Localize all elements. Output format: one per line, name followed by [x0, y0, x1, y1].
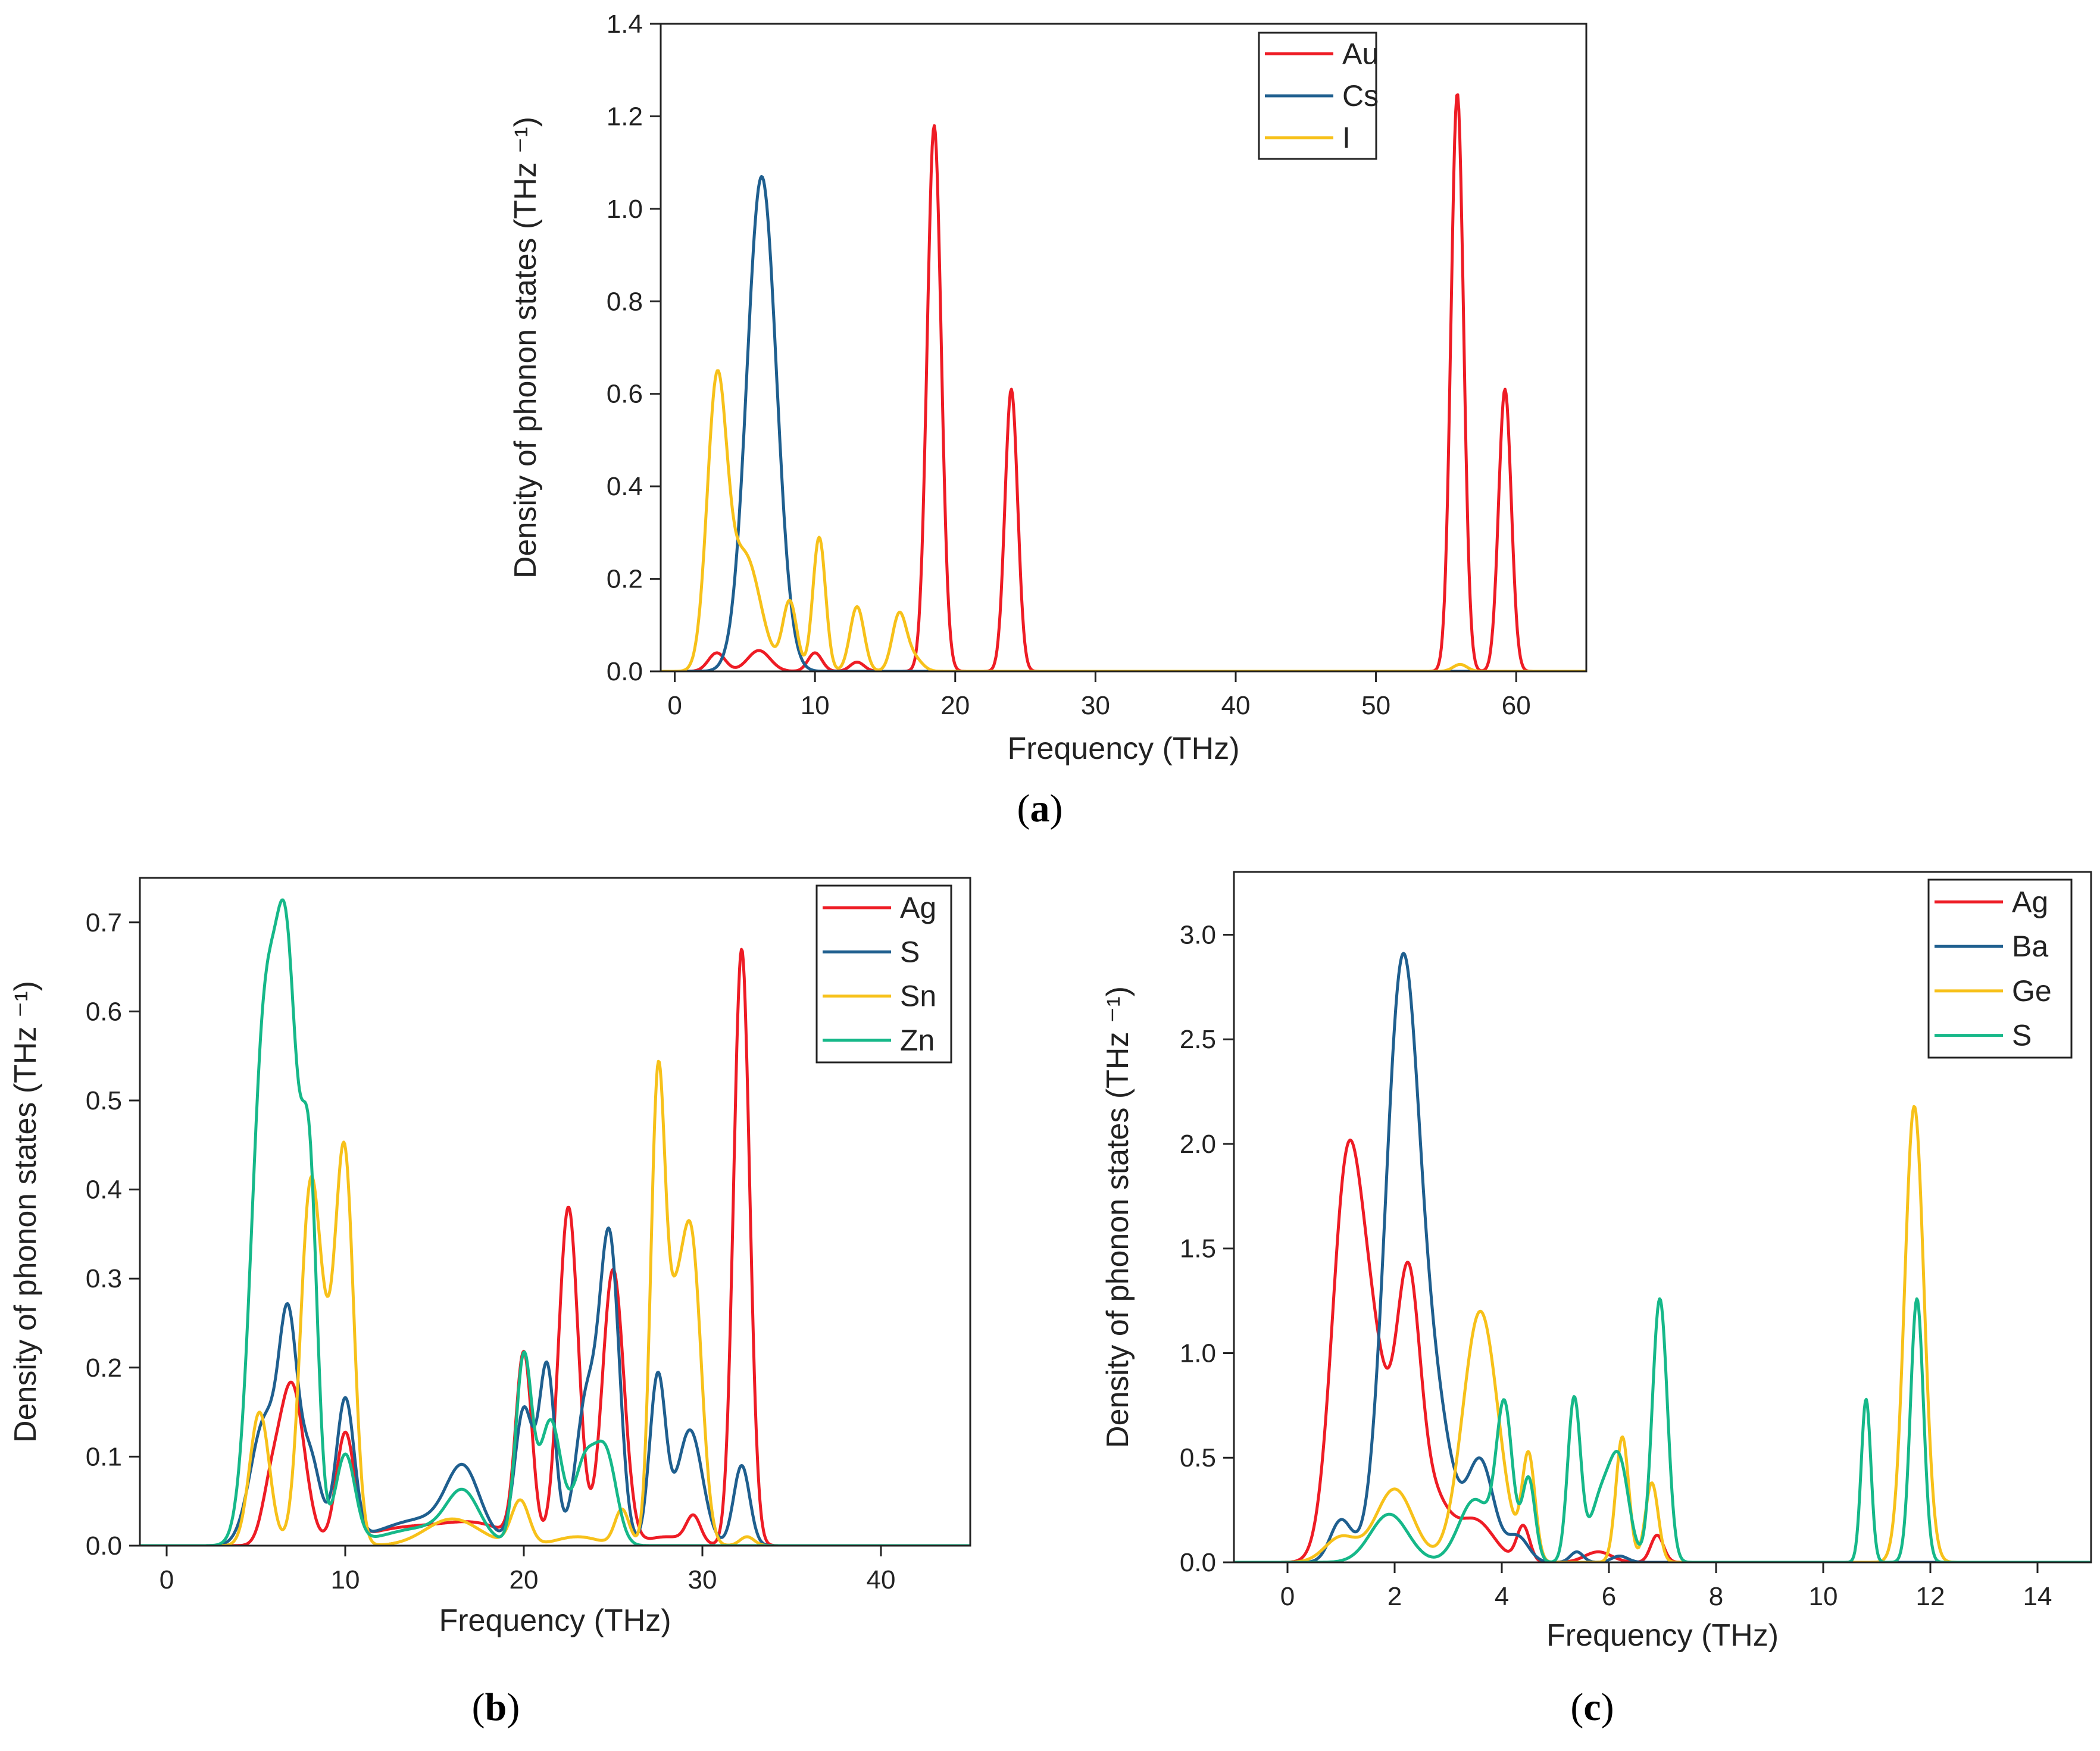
panel-c-legend-label-ba: Ba — [2012, 930, 2048, 963]
panel-b-x-tick-label: 20 — [510, 1565, 539, 1594]
panel-c-x-tick-label: 4 — [1495, 1582, 1509, 1611]
panel-a-y-tick-label: 1.4 — [607, 10, 643, 39]
panel-a-x-axis-title: Frequency (THz) — [1007, 731, 1239, 766]
panel-c-y-tick-label: 0.0 — [1180, 1548, 1216, 1577]
panel-c-x-tick-label: 12 — [1916, 1582, 1945, 1611]
panel-b-chart: 0 10 20 30 40 0.0 0.1 0.2 0.3 0.4 0.5 0.6 0.7 Frequen… — [8, 877, 971, 1729]
panel-a-series-au — [661, 93, 1586, 671]
panel-b-y-tick-label: 0.5 — [86, 1086, 122, 1115]
panel-b-y-axis-title: Density of phonon states (THz ⁻¹) — [8, 981, 43, 1443]
panel-c-legend — [1927, 878, 2073, 1059]
panel-b-y-tick-label: 0.3 — [86, 1264, 122, 1293]
panel-c-x-axis-title: Frequency (THz) — [1546, 1618, 1779, 1653]
panel-c-x-tick-label: 8 — [1709, 1582, 1723, 1611]
panel-a-y-tick-label: 0.2 — [607, 565, 643, 594]
panel-a-chart: 0 10 20 30 40 50 60 0.0 0.2 0.4 0.6 0.8 1.0 1.2 1.4 Fre… — [508, 10, 1588, 830]
panel-b-series-ag — [140, 948, 970, 1546]
panel-b-y-tick-label: 0.2 — [86, 1353, 122, 1383]
panel-b-x-tick-label: 10 — [331, 1565, 360, 1594]
panel-b-x-tick-label: 40 — [867, 1565, 896, 1594]
panel-b-y-tick-label: 0.7 — [86, 908, 122, 937]
panel-b-legend-label-zn: Zn — [900, 1024, 935, 1057]
panel-a-y-tick-label: 0.4 — [607, 472, 643, 501]
panel-a-x-tick-label: 50 — [1361, 691, 1390, 720]
panel-b-legend-label-sn: Sn — [900, 980, 936, 1013]
panel-c-x-tick-label: 14 — [2023, 1582, 2052, 1611]
panel-a-y-tick-label: 0.0 — [607, 657, 643, 686]
panel-c-legend-label-ag: Ag — [2012, 885, 2048, 918]
panel-a-y-tick-label: 0.8 — [607, 287, 643, 316]
panel-a-y-tick-label: 0.6 — [607, 380, 643, 409]
panel-a-x-tick-label: 30 — [1081, 691, 1110, 720]
panel-c-y-tick-label: 2.0 — [1180, 1130, 1216, 1159]
panel-b-series-sn — [140, 1059, 970, 1546]
panel-a-x-tick-label: 10 — [801, 691, 830, 720]
panel-b-y-tick-label: 0.6 — [86, 997, 122, 1026]
panel-b-series-zn — [140, 898, 970, 1546]
panel-c-series-s — [1234, 1297, 2091, 1562]
panel-c-y-tick-label: 0.5 — [1180, 1443, 1216, 1472]
panel-c-series-ag — [1234, 1139, 2091, 1562]
panel-c-y-tick-label: 1.0 — [1180, 1339, 1216, 1368]
panel-c-y-tick-label: 3.0 — [1180, 920, 1216, 949]
panel-a-series-cs — [661, 175, 1586, 671]
panel-c-y-tick-label: 1.5 — [1180, 1234, 1216, 1264]
panel-c-series-ba — [1234, 952, 2091, 1562]
panel-c-x-tick-label: 6 — [1602, 1582, 1616, 1611]
panel-a-y-tick-label: 1.0 — [607, 195, 643, 224]
panel-a-x-tick-label: 40 — [1221, 691, 1251, 720]
panel-b-legend-label-s: S — [900, 935, 920, 968]
panel-c-y-axis-title: Density of phonon states (THz ⁻¹) — [1101, 986, 1135, 1448]
panel-a-y-tick-label: 1.2 — [607, 102, 643, 131]
panel-b-legend — [815, 884, 952, 1064]
panel-b-axes-frame — [139, 877, 971, 1547]
panel-c-legend-label-s: S — [2012, 1019, 2032, 1052]
panel-b-x-tick-label: 30 — [688, 1565, 717, 1594]
panel-b-y-tick-label: 0.0 — [86, 1531, 122, 1561]
panel-a-legend-label-i: I — [1342, 121, 1351, 155]
panel-c-x-tick-label: 2 — [1388, 1582, 1402, 1611]
panel-c-chart: 0 2 4 6 8 10 12 14 0.0 0.5 1.0 1.5 2.0 2.5 3.0 Frequenc… — [1101, 871, 2092, 1729]
panel-b-y-tick-label: 0.1 — [86, 1442, 122, 1471]
panel-c-axes-frame — [1233, 871, 2092, 1564]
panel-b-label: (b) — [472, 1686, 520, 1729]
panel-c-x-tick-label: 10 — [1809, 1582, 1838, 1611]
panel-a-y-axis-title: Density of phonon states (THz ⁻¹) — [508, 117, 543, 579]
panel-a-x-tick-label: 0 — [667, 691, 682, 720]
panel-a-axes-frame — [660, 23, 1588, 673]
panel-a-legend-label-au: Au — [1342, 37, 1379, 70]
panel-b-x-axis-title: Frequency (THz) — [439, 1603, 671, 1638]
panel-b-legend-label-ag: Ag — [900, 891, 936, 924]
panel-a-legend-label-cs: Cs — [1342, 79, 1379, 112]
panel-c-y-tick-label: 2.5 — [1180, 1025, 1216, 1054]
panel-a-label: (a) — [1017, 787, 1063, 830]
panel-a-x-tick-label: 20 — [940, 691, 970, 720]
panel-b-x-tick-label: 0 — [160, 1565, 174, 1594]
panel-c-x-tick-label: 0 — [1280, 1582, 1295, 1611]
panel-c-legend-label-ge: Ge — [2012, 974, 2052, 1008]
panel-a-x-tick-label: 60 — [1502, 691, 1531, 720]
panel-c-label: (c) — [1570, 1686, 1614, 1729]
panel-a-series-i — [661, 369, 1586, 671]
panel-b-y-tick-label: 0.4 — [86, 1175, 122, 1205]
